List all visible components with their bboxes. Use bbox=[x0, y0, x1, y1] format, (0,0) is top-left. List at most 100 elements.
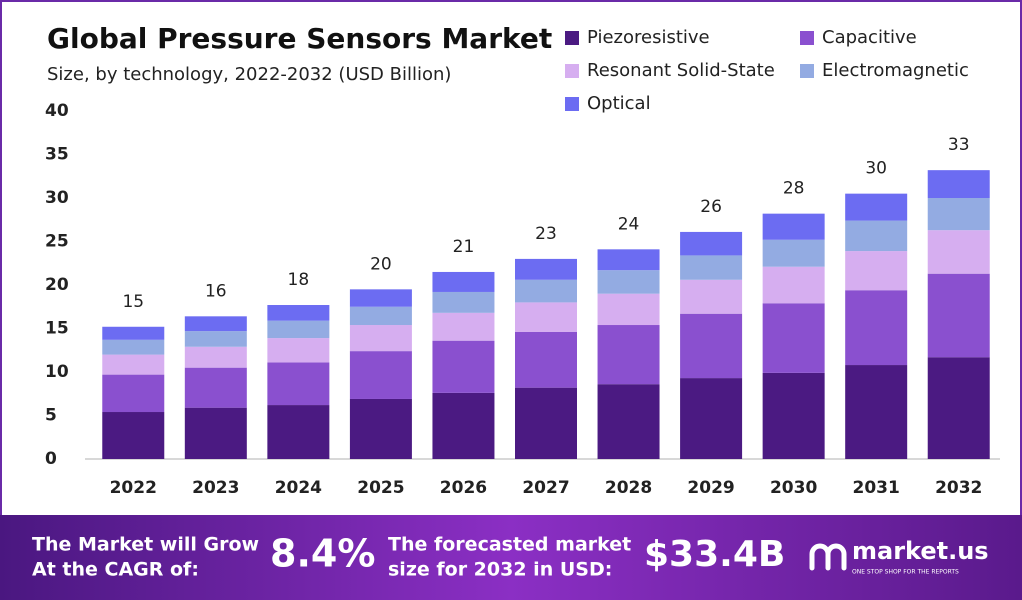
bar-segment bbox=[432, 291, 495, 313]
bar-segment bbox=[349, 398, 412, 459]
bar-segment bbox=[680, 255, 743, 280]
total-label: 24 bbox=[618, 214, 640, 234]
x-tick-label: 2029 bbox=[687, 478, 734, 498]
y-tick-label: 40 bbox=[45, 101, 69, 121]
bar-segment bbox=[432, 312, 495, 341]
bar-segment bbox=[432, 271, 495, 292]
legend-swatch bbox=[565, 64, 579, 78]
bar-segment bbox=[845, 220, 908, 252]
bar-segment bbox=[597, 270, 660, 294]
legend-label: Electromagnetic bbox=[822, 60, 969, 81]
x-tick-label: 2031 bbox=[853, 478, 900, 498]
bar-segment bbox=[680, 279, 743, 314]
banner-text: At the CAGR of: bbox=[32, 559, 199, 581]
bar-segment bbox=[927, 198, 990, 231]
bar-segment bbox=[184, 346, 247, 368]
x-tick-label: 2024 bbox=[275, 478, 322, 498]
total-label: 16 bbox=[205, 281, 227, 301]
legend-label: Optical bbox=[587, 93, 651, 114]
bar-segment bbox=[845, 193, 908, 221]
legend-swatch bbox=[565, 31, 579, 45]
banner-text: The Market will Grow bbox=[32, 534, 259, 556]
bar-segment bbox=[680, 378, 743, 459]
bar-segment bbox=[267, 338, 330, 363]
x-tick-label: 2028 bbox=[605, 478, 652, 498]
bar-segment bbox=[845, 365, 908, 459]
banner-text: size for 2032 in USD: bbox=[388, 559, 612, 581]
bar-segment bbox=[102, 354, 165, 375]
bar-segment bbox=[184, 316, 247, 332]
bar-segment bbox=[762, 239, 825, 267]
total-label: 20 bbox=[370, 254, 392, 274]
bar-segment bbox=[432, 340, 495, 393]
bar-segment bbox=[845, 251, 908, 291]
bar-segment bbox=[349, 306, 412, 326]
y-tick-label: 25 bbox=[45, 232, 69, 252]
y-tick-label: 15 bbox=[45, 319, 69, 339]
y-tick-label: 20 bbox=[45, 275, 69, 295]
legend-label: Capacitive bbox=[822, 27, 917, 48]
y-tick-label: 30 bbox=[45, 188, 69, 208]
bar-segment bbox=[927, 273, 990, 358]
legend-swatch bbox=[565, 97, 579, 111]
total-label: 18 bbox=[288, 270, 310, 290]
bar-segment bbox=[515, 331, 577, 388]
chart-title: Global Pressure Sensors Market bbox=[47, 22, 552, 55]
total-label: 15 bbox=[122, 292, 144, 312]
bar-segment bbox=[515, 302, 577, 332]
x-tick-label: 2023 bbox=[192, 478, 239, 498]
bar-segment bbox=[680, 313, 743, 379]
x-tick-label: 2025 bbox=[357, 478, 404, 498]
bar-segment bbox=[267, 362, 330, 406]
chart-subtitle: Size, by technology, 2022-2032 (USD Bill… bbox=[47, 64, 451, 85]
brand-tagline: ONE STOP SHOP FOR THE REPORTS bbox=[852, 569, 959, 576]
bar-segment bbox=[102, 326, 165, 340]
bar-segment bbox=[349, 351, 412, 399]
x-tick-label: 2032 bbox=[935, 478, 982, 498]
y-tick-label: 35 bbox=[45, 145, 69, 165]
bar-segment bbox=[349, 289, 412, 307]
bar-segment bbox=[267, 320, 330, 339]
bar-segment bbox=[102, 374, 165, 413]
y-tick-label: 10 bbox=[45, 362, 69, 382]
bar-segment bbox=[597, 293, 660, 326]
bar-segment bbox=[515, 279, 577, 303]
brand-logo bbox=[809, 543, 847, 571]
banner-value: $33.4B bbox=[644, 534, 785, 575]
legend-label: Piezoresistive bbox=[587, 27, 710, 48]
bar-segment bbox=[845, 290, 908, 366]
bar-segment bbox=[432, 392, 495, 459]
total-label: 21 bbox=[453, 237, 475, 257]
bar-segment bbox=[597, 384, 660, 459]
bar-segment bbox=[762, 372, 825, 459]
bar-segment bbox=[102, 412, 165, 459]
bar-segment bbox=[597, 325, 660, 385]
y-tick-label: 5 bbox=[45, 406, 57, 426]
x-tick-label: 2027 bbox=[522, 478, 569, 498]
bar-segment bbox=[597, 249, 660, 271]
bar-segment bbox=[762, 213, 825, 240]
brand: market.us bbox=[852, 537, 989, 565]
bar-segment bbox=[267, 405, 330, 459]
banner bbox=[0, 515, 1022, 600]
total-label: 26 bbox=[700, 197, 722, 217]
bar-segment bbox=[349, 325, 412, 352]
legend-swatch bbox=[800, 64, 814, 78]
x-tick-label: 2022 bbox=[110, 478, 157, 498]
bar-segment bbox=[184, 407, 247, 459]
bar-segment bbox=[680, 231, 743, 256]
banner-value: 8.4% bbox=[270, 532, 375, 576]
bar-segment bbox=[184, 331, 247, 347]
bar-segment bbox=[515, 387, 577, 459]
total-label: 28 bbox=[783, 179, 805, 199]
bar-segment bbox=[102, 339, 165, 355]
bar-segment bbox=[927, 230, 990, 274]
total-label: 33 bbox=[948, 135, 970, 155]
bar-segment bbox=[762, 303, 825, 373]
bar-segment bbox=[267, 305, 330, 321]
y-tick-label: 0 bbox=[45, 449, 57, 469]
bar-segment bbox=[184, 367, 247, 408]
bar-segment bbox=[762, 266, 825, 304]
